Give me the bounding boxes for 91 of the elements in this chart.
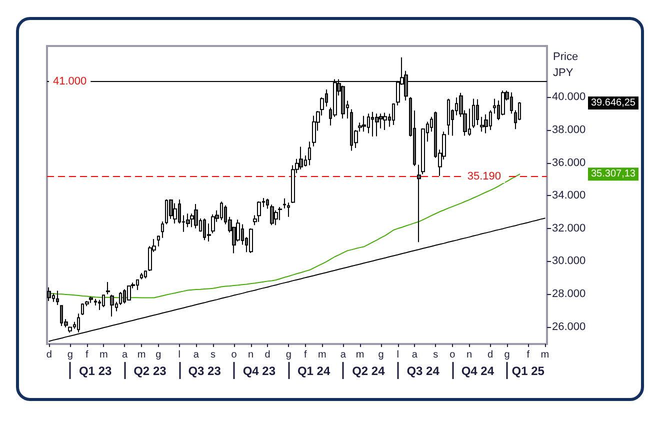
- text: 35.307,13: [591, 168, 636, 180]
- x-tick-label: m: [137, 350, 146, 360]
- x-tick-label: a: [412, 350, 418, 360]
- x-tick-label: g: [378, 350, 384, 360]
- candlestick: [417, 164, 421, 243]
- candlestick: [144, 270, 147, 279]
- x-tick-label: m: [100, 350, 108, 360]
- x-tick-label: n: [466, 350, 472, 360]
- y-tick-label: 26.000: [552, 320, 586, 333]
- candlestick: [476, 98, 479, 126]
- candlestick: [266, 198, 269, 210]
- text: Q3 23: [188, 364, 222, 378]
- y-tick-label: 30.000: [552, 255, 586, 268]
- line-series: [48, 174, 520, 298]
- candlestick: [501, 90, 505, 116]
- candlestick: [207, 222, 211, 242]
- x-tick-label: f: [526, 350, 530, 360]
- x-tick-label: d: [264, 350, 270, 360]
- candlestick: [94, 298, 97, 306]
- candlestick: [472, 98, 475, 129]
- candlestick: [157, 235, 160, 247]
- line-series: [48, 218, 546, 342]
- y-axis-title: Price JPY: [553, 51, 578, 79]
- text: Q1 24: [297, 364, 330, 378]
- candlestick: [173, 202, 177, 224]
- candlestick: [480, 116, 484, 132]
- x-tick-label: m: [356, 350, 364, 360]
- text: Q4 23: [242, 364, 276, 378]
- candlestick: [312, 115, 316, 147]
- x-tick-label: s: [210, 350, 216, 360]
- candlestick: [194, 203, 198, 229]
- y-tick-label: 36.000: [552, 156, 586, 169]
- x-tick-label: g: [286, 350, 292, 360]
- text: Q1 23: [78, 364, 112, 378]
- candlestick: [127, 284, 131, 302]
- text: Q2 24: [352, 364, 386, 378]
- candlestick: [270, 204, 274, 226]
- x-tick-label: l: [178, 350, 180, 360]
- candlestick: [383, 112, 387, 130]
- text: 39.646,25: [591, 97, 636, 108]
- text: Q4 24: [461, 364, 494, 378]
- candlestick: [47, 286, 51, 302]
- candlestick: [56, 290, 59, 306]
- x-tick-label: o: [231, 350, 238, 360]
- candlestick: [308, 141, 311, 166]
- ref-line-label: 35.190: [467, 170, 501, 183]
- candlestick: [110, 294, 114, 317]
- x-tick-label: f: [304, 350, 308, 360]
- x-tick-label: d: [46, 350, 52, 360]
- candlestick: [287, 202, 290, 218]
- x-tick-label: a: [122, 350, 128, 360]
- candlestick: [161, 220, 164, 238]
- candlestick: [249, 228, 253, 254]
- candlestick: [447, 98, 450, 136]
- candlestick: [278, 206, 282, 221]
- x-tick-label: a: [193, 350, 200, 360]
- x-tick-label: m: [318, 350, 326, 360]
- candlestick: [392, 102, 395, 126]
- candlestick: [102, 294, 105, 308]
- candlestick: [362, 115, 366, 132]
- candlestick: [257, 200, 261, 222]
- candlestick: [299, 146, 303, 170]
- candlestick: [186, 213, 190, 228]
- x-tick-label: m: [540, 350, 550, 360]
- x-tick-label: g: [156, 350, 162, 360]
- y-tick-label: 38.000: [552, 124, 586, 136]
- candlestick: [77, 313, 80, 333]
- candlestick: [484, 114, 488, 134]
- y-tick-label: 40.000: [552, 91, 586, 104]
- text: Q1 25: [512, 364, 545, 378]
- y-tick-label: 32.000: [552, 222, 586, 234]
- candlestick: [140, 272, 143, 280]
- candlestick: [211, 214, 215, 234]
- candlestick: [68, 326, 72, 334]
- x-tick-label: s: [433, 350, 438, 360]
- y-tick-label: 34.000: [552, 190, 586, 202]
- x-tick-label: l: [396, 350, 399, 360]
- text: Q2 23: [134, 364, 167, 378]
- ref-line-label: 41.000: [53, 75, 87, 88]
- candlestick: [106, 282, 110, 295]
- candlestick: [375, 113, 379, 137]
- y-tick-label: 28.000: [552, 288, 586, 300]
- x-tick-label: f: [86, 350, 89, 360]
- x-tick-label: g: [504, 350, 510, 360]
- candlestick: [89, 296, 93, 304]
- text: Q3 24: [406, 364, 440, 378]
- x-tick-label: o: [450, 350, 456, 360]
- x-tick-label: d: [487, 350, 494, 360]
- x-tick-label: n: [248, 350, 254, 360]
- x-tick-label: a: [340, 350, 346, 360]
- x-tick-label: g: [67, 350, 73, 360]
